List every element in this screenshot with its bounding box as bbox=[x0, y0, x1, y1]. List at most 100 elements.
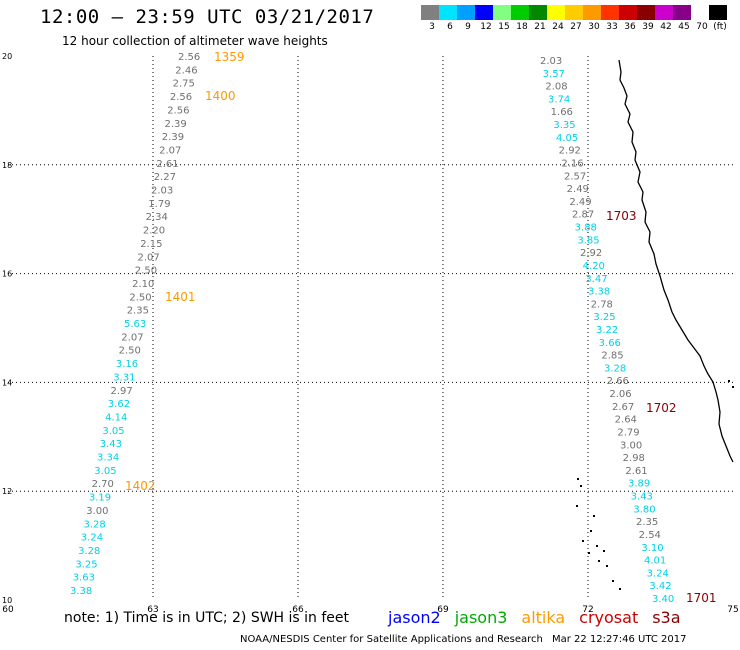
wave-height-value: 2.54 bbox=[639, 530, 661, 541]
legend-label: 39 bbox=[642, 22, 654, 32]
pass-time-label: 1402 bbox=[125, 479, 156, 493]
legend-swatch bbox=[601, 5, 619, 20]
wave-height-value: 2.08 bbox=[545, 82, 567, 93]
wave-height-value: 2.56 bbox=[167, 105, 189, 116]
wave-height-value: 3.62 bbox=[108, 399, 130, 410]
legend-label: 33 bbox=[606, 22, 618, 32]
pass-time-label: 1401 bbox=[165, 290, 196, 304]
wave-height-value: 3.38 bbox=[588, 287, 610, 298]
wave-height-value: 2.06 bbox=[609, 389, 631, 400]
wave-height-value: 2.35 bbox=[127, 306, 149, 317]
island-mark bbox=[580, 485, 582, 487]
pass-time-label: 1400 bbox=[205, 89, 236, 103]
coastline bbox=[576, 59, 734, 590]
island-mark bbox=[593, 515, 595, 517]
wave-height-value: 2.07 bbox=[138, 252, 160, 263]
map-grid bbox=[8, 56, 733, 600]
legend-label: 24 bbox=[552, 22, 564, 32]
wave-height-value: 3.43 bbox=[631, 492, 653, 503]
wave-height-value: 2.35 bbox=[636, 517, 658, 528]
legend-label: 30 bbox=[588, 22, 600, 32]
wave-height-value: 2.56 bbox=[170, 92, 192, 103]
island-mark bbox=[590, 530, 592, 532]
legend-label: 45 bbox=[678, 22, 690, 32]
wave-height-value: 3.57 bbox=[543, 69, 565, 80]
wave-height-value: 3.24 bbox=[647, 568, 669, 579]
wave-height-value: 1.66 bbox=[551, 107, 573, 118]
wave-height-value: 2.67 bbox=[612, 402, 634, 413]
wave-height-value: 3.10 bbox=[641, 543, 663, 554]
pass-time-label: 1702 bbox=[646, 401, 677, 415]
legend-label: 3 bbox=[429, 22, 435, 32]
wave-height-value: 3.85 bbox=[577, 235, 599, 246]
wave-height-value: 2.79 bbox=[617, 427, 639, 438]
wave-height-value: 2.75 bbox=[173, 79, 195, 90]
footer-note: note: 1) Time is in UTC; 2) SWH is in fe… bbox=[64, 610, 350, 626]
wave-height-value: 3.00 bbox=[620, 440, 642, 451]
footer-timestamp: Mar 22 12:27:46 UTC 2017 bbox=[552, 634, 687, 645]
axis-ticks: 60 63 66 69 72 75 10 12 14 16 18 20 bbox=[2, 52, 739, 615]
wave-height-value: 2.61 bbox=[156, 159, 178, 170]
lon-tick-label: 72 bbox=[582, 605, 593, 615]
pass-time-label: 1701 bbox=[686, 591, 717, 605]
wave-height-value: 4.20 bbox=[583, 261, 605, 272]
wave-height-value: 3.89 bbox=[628, 479, 650, 490]
wave-height-value: 2.03 bbox=[151, 186, 173, 197]
wave-height-value: 2.61 bbox=[625, 466, 647, 477]
satellite-name-jason3: jason3 bbox=[454, 608, 508, 627]
wave-height-value: 3.05 bbox=[94, 466, 116, 477]
wave-height-value: 3.22 bbox=[596, 325, 618, 336]
island-mark bbox=[732, 386, 734, 388]
wave-height-value: 3.34 bbox=[97, 453, 119, 464]
legend-label: 42 bbox=[660, 22, 672, 32]
island-mark bbox=[619, 588, 621, 590]
lat-tick-label: 10 bbox=[2, 596, 12, 605]
wave-height-value: 3.00 bbox=[86, 506, 108, 517]
wave-height-value: 2.85 bbox=[601, 351, 623, 362]
legend-label: 21 bbox=[534, 22, 546, 32]
page-subtitle: 12 hour collection of altimeter wave hei… bbox=[62, 34, 328, 48]
wave-height-value: 2.49 bbox=[569, 197, 591, 208]
legend-swatch bbox=[655, 5, 673, 20]
wave-height-value: 3.88 bbox=[575, 223, 597, 234]
pass-time-label: 1703 bbox=[606, 209, 637, 223]
footer-credit: NOAA/NESDIS Center for Satellite Applica… bbox=[240, 634, 543, 645]
wave-height-value: 3.74 bbox=[548, 94, 570, 105]
satellite-name-jason2: jason2 bbox=[388, 608, 441, 627]
wave-height-value: 3.16 bbox=[116, 359, 138, 370]
island-mark bbox=[576, 505, 578, 507]
wave-height-value: 2.92 bbox=[580, 248, 602, 259]
legend-swatch bbox=[583, 5, 601, 20]
legend-swatch bbox=[673, 5, 691, 20]
lon-tick-label: 75 bbox=[727, 605, 738, 615]
wave-height-value: 3.47 bbox=[585, 274, 607, 285]
wave-height-value: 4.01 bbox=[644, 556, 666, 567]
wave-height-value: 2.16 bbox=[561, 158, 583, 169]
island-mark bbox=[612, 580, 614, 582]
legend-swatch bbox=[457, 5, 475, 20]
legend-swatch bbox=[691, 5, 709, 20]
legend-swatch bbox=[421, 5, 439, 20]
wave-height-value: 2.50 bbox=[129, 292, 151, 303]
lat-tick-label: 16 bbox=[2, 270, 12, 279]
island-mark bbox=[728, 380, 730, 382]
wave-height-value: 2.97 bbox=[111, 386, 133, 397]
legend-label: 70 bbox=[696, 22, 708, 32]
wave-height-value: 3.35 bbox=[553, 120, 575, 131]
legend-swatch bbox=[475, 5, 493, 20]
wave-height-value: 2.34 bbox=[146, 212, 168, 223]
wave-height-value: 2.50 bbox=[135, 266, 157, 277]
coastline-path bbox=[618, 59, 734, 463]
color-legend bbox=[421, 5, 727, 21]
island-mark bbox=[588, 552, 590, 554]
island-mark bbox=[577, 478, 579, 480]
legend-swatch bbox=[619, 5, 637, 20]
legend-label: 27 bbox=[570, 22, 582, 32]
island-mark bbox=[598, 560, 600, 562]
wave-height-value: 3.43 bbox=[100, 439, 122, 450]
wave-height-value: 3.80 bbox=[633, 504, 655, 515]
legend-label: 18 bbox=[516, 22, 528, 32]
wave-height-value: 2.92 bbox=[559, 146, 581, 157]
